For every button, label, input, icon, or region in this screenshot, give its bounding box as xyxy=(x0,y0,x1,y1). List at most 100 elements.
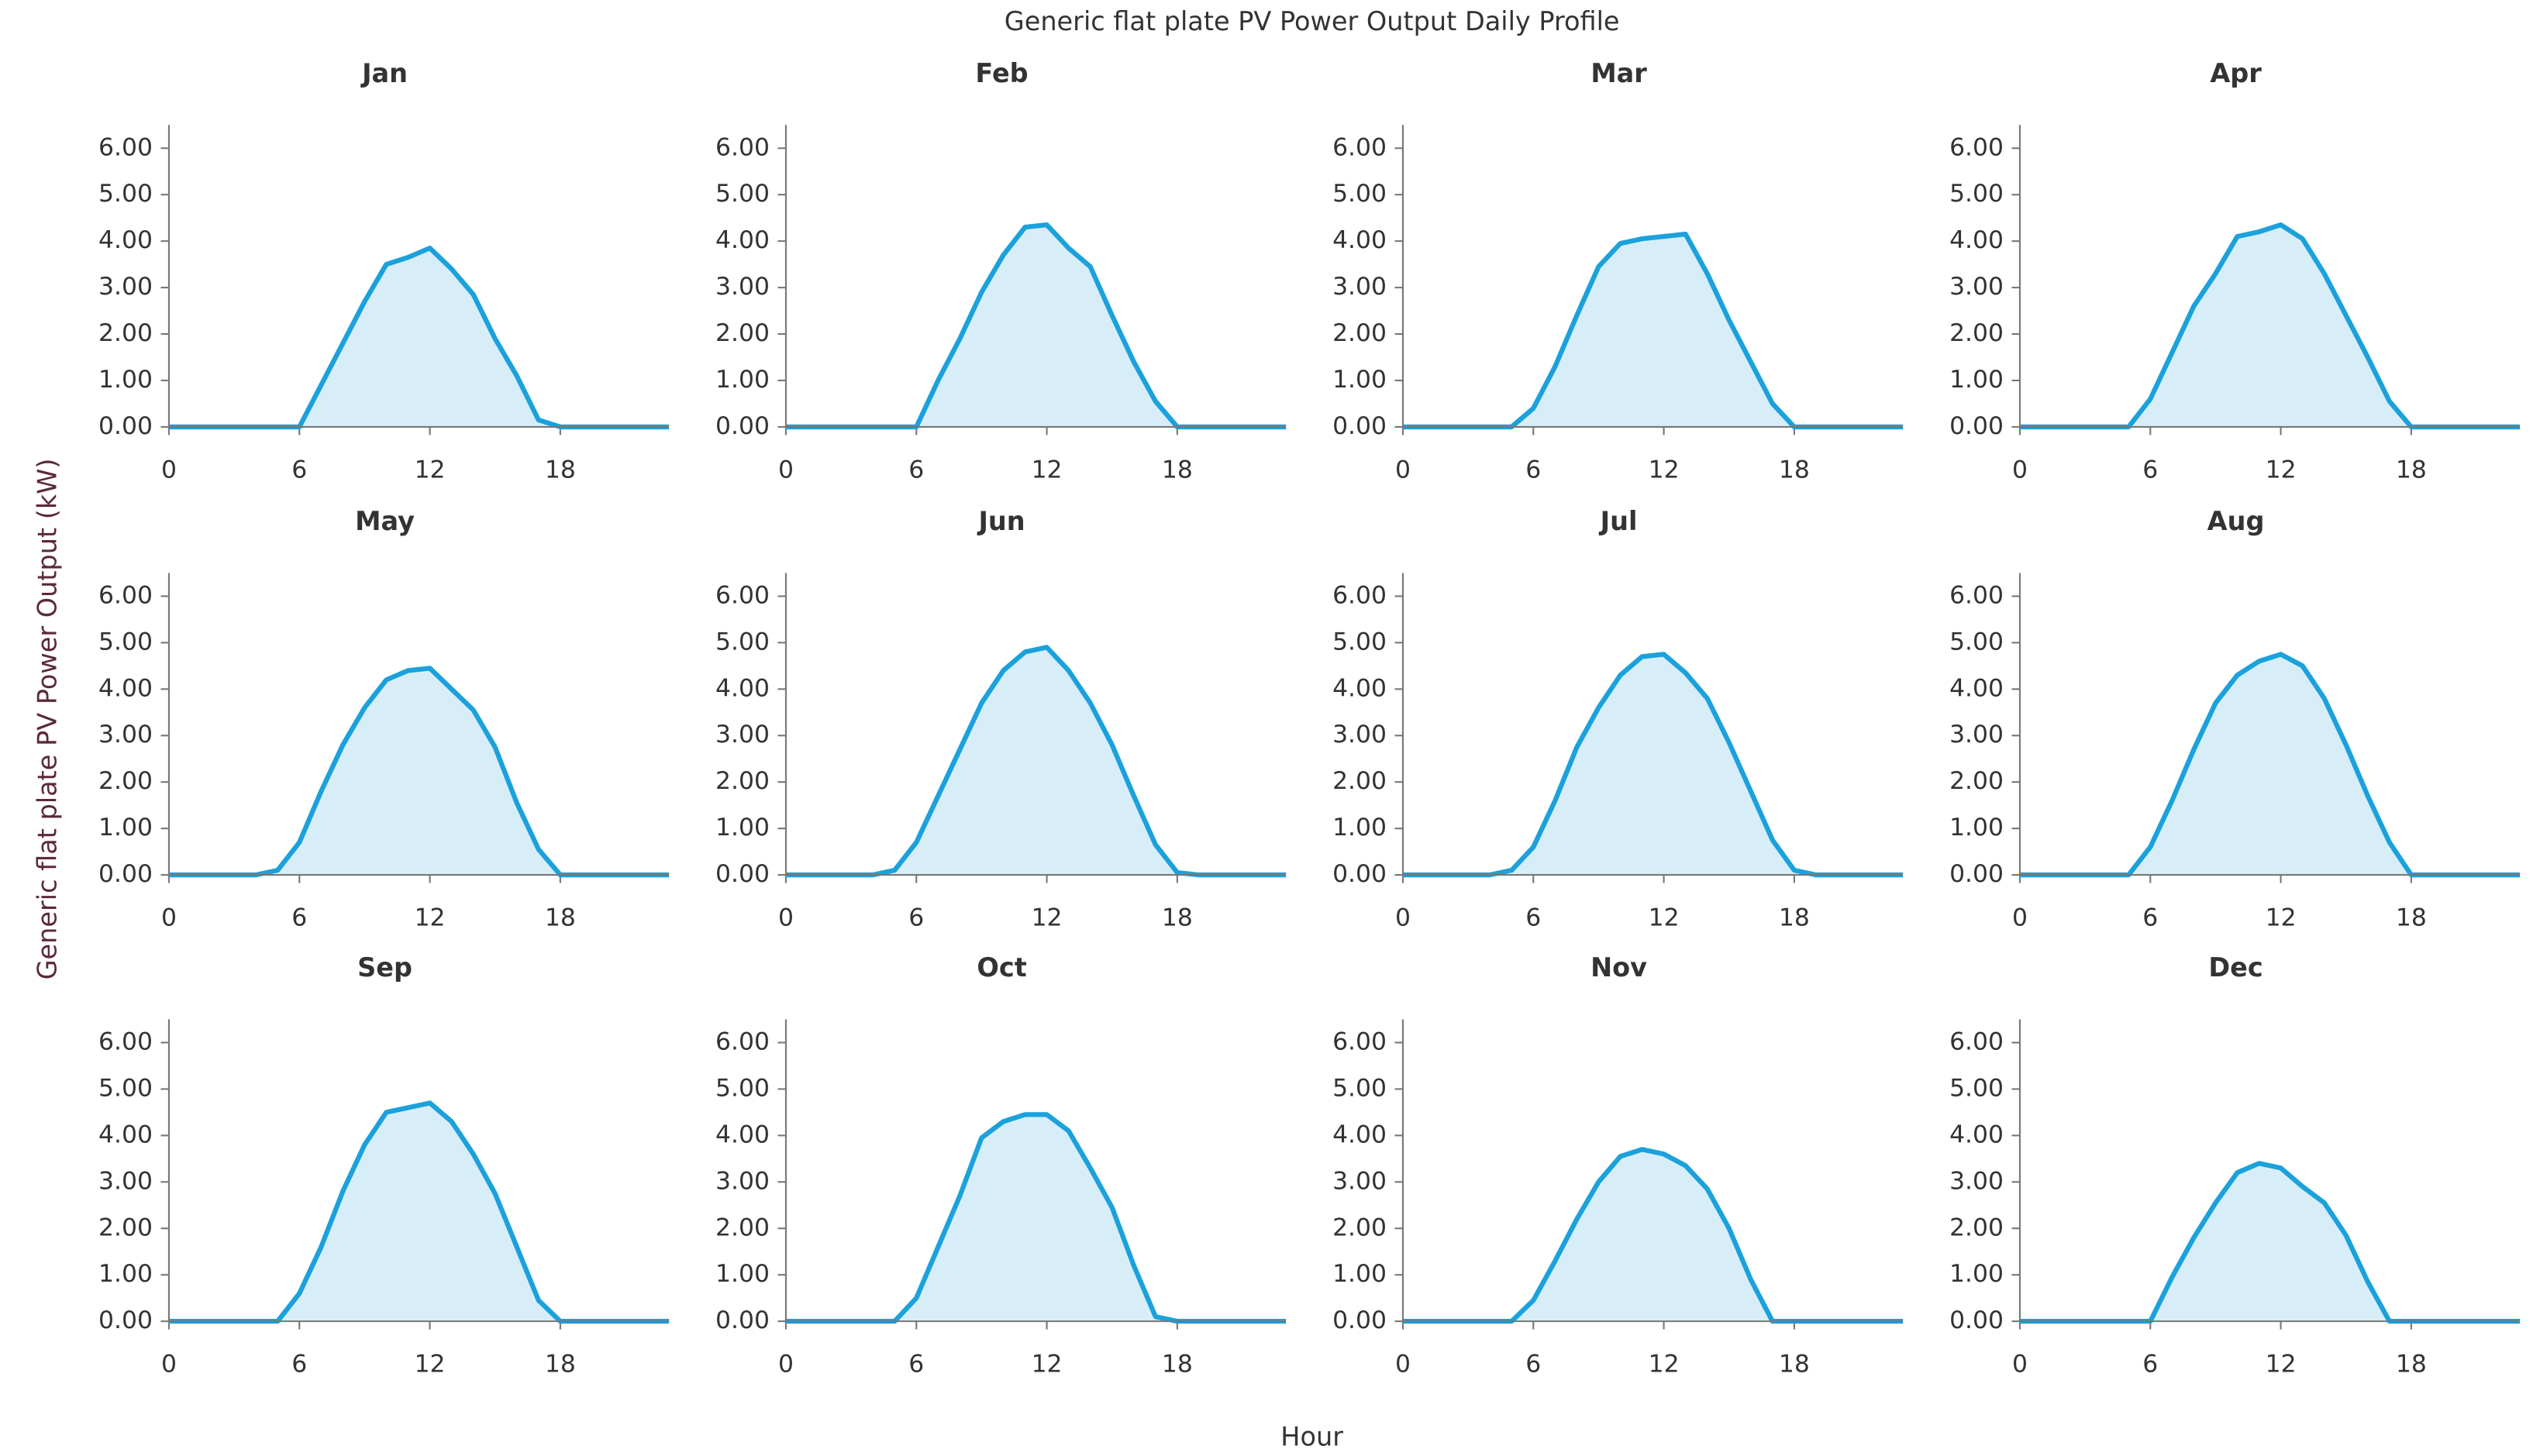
y-tick-label: 3.00 xyxy=(1332,721,1387,749)
x-tick-label: 18 xyxy=(545,456,576,484)
subplot-title: May xyxy=(355,506,415,536)
y-tick-label: 0.00 xyxy=(98,412,153,440)
chart-title: Generic flat plate PV Power Output Daily… xyxy=(1005,6,1620,36)
y-tick-label: 2.00 xyxy=(1332,1213,1387,1241)
y-tick-label: 5.00 xyxy=(715,180,770,208)
area-fill xyxy=(168,668,670,876)
y-tick-label: 4.00 xyxy=(1332,1120,1387,1148)
x-tick-label: 12 xyxy=(2266,904,2297,932)
area-fill xyxy=(2019,225,2521,427)
area-fill xyxy=(785,1114,1287,1322)
y-tick-label: 2.00 xyxy=(98,767,153,795)
y-tick-label: 1.00 xyxy=(1332,366,1387,394)
area-fill xyxy=(1402,234,1904,427)
x-tick-label: 6 xyxy=(908,1351,924,1379)
subplot-title: Oct xyxy=(977,952,1026,983)
area-fill xyxy=(1402,654,1904,876)
x-tick-label: 6 xyxy=(1525,1351,1541,1379)
y-tick-label: 6.00 xyxy=(715,1027,770,1055)
y-tick-label: 5.00 xyxy=(1949,180,2004,208)
y-tick-label: 2.00 xyxy=(1949,319,2004,347)
y-tick-label: 1.00 xyxy=(1332,814,1387,842)
y-tick-label: 4.00 xyxy=(98,1120,153,1148)
y-tick-label: 2.00 xyxy=(1332,319,1387,347)
x-tick-label: 12 xyxy=(2266,456,2297,484)
y-tick-label: 0.00 xyxy=(1949,1306,2004,1334)
x-tick-label: 6 xyxy=(291,456,307,484)
y-tick-label: 6.00 xyxy=(1949,133,2004,161)
y-tick-label: 0.00 xyxy=(715,1306,770,1334)
x-tick-label: 12 xyxy=(415,904,446,932)
y-tick-label: 2.00 xyxy=(715,767,770,795)
x-tick-label: 6 xyxy=(2142,904,2158,932)
y-axis-label: Generic flat plate PV Power Output (kW) xyxy=(32,459,62,980)
y-tick-label: 5.00 xyxy=(98,628,153,656)
x-tick-label: 0 xyxy=(778,456,794,484)
subplot-title: Dec xyxy=(2208,952,2262,983)
y-tick-label: 6.00 xyxy=(1949,581,2004,609)
y-tick-label: 6.00 xyxy=(1332,133,1387,161)
y-tick-label: 2.00 xyxy=(715,1213,770,1241)
y-tick-label: 6.00 xyxy=(1949,1027,2004,1055)
x-tick-label: 12 xyxy=(1032,904,1063,932)
y-tick-label: 3.00 xyxy=(715,273,770,301)
y-tick-label: 5.00 xyxy=(1949,628,2004,656)
x-tick-label: 12 xyxy=(415,1351,446,1379)
x-tick-label: 0 xyxy=(1395,904,1411,932)
area-fill xyxy=(2019,654,2521,876)
y-tick-label: 1.00 xyxy=(98,1260,153,1288)
y-tick-label: 0.00 xyxy=(1332,860,1387,888)
y-tick-label: 6.00 xyxy=(715,581,770,609)
y-tick-label: 5.00 xyxy=(98,180,153,208)
x-tick-label: 18 xyxy=(1162,904,1193,932)
x-tick-label: 18 xyxy=(1779,456,1810,484)
y-tick-label: 0.00 xyxy=(98,860,153,888)
y-tick-label: 2.00 xyxy=(715,319,770,347)
y-tick-label: 3.00 xyxy=(98,721,153,749)
y-tick-label: 1.00 xyxy=(98,366,153,394)
subplot-title: Sep xyxy=(357,952,412,983)
subplot-title: Feb xyxy=(975,58,1028,88)
y-tick-label: 4.00 xyxy=(715,1120,770,1148)
y-tick-label: 5.00 xyxy=(1332,1074,1387,1102)
y-tick-label: 0.00 xyxy=(1332,412,1387,440)
subplot-title: Apr xyxy=(2210,58,2262,88)
x-tick-label: 18 xyxy=(2396,456,2427,484)
y-tick-label: 0.00 xyxy=(1949,412,2004,440)
y-tick-label: 5.00 xyxy=(1332,628,1387,656)
x-tick-label: 18 xyxy=(1162,1351,1193,1379)
x-tick-label: 12 xyxy=(1649,456,1680,484)
y-tick-label: 5.00 xyxy=(98,1074,153,1102)
y-tick-label: 1.00 xyxy=(1949,366,2004,394)
x-tick-label: 6 xyxy=(2142,456,2158,484)
x-tick-label: 18 xyxy=(545,904,576,932)
y-tick-label: 0.00 xyxy=(1949,860,2004,888)
subplot-title: Nov xyxy=(1590,952,1647,983)
y-tick-label: 1.00 xyxy=(1332,1260,1387,1288)
x-tick-label: 6 xyxy=(1525,904,1541,932)
x-axis-label: Hour xyxy=(1280,1421,1343,1451)
y-tick-label: 2.00 xyxy=(98,1213,153,1241)
x-tick-label: 12 xyxy=(1032,1351,1063,1379)
y-tick-label: 2.00 xyxy=(98,319,153,347)
area-fill xyxy=(168,248,670,427)
y-tick-label: 2.00 xyxy=(1949,1213,2004,1241)
subplot-title: Jan xyxy=(360,58,408,88)
x-tick-label: 0 xyxy=(778,1351,794,1379)
subplot-title: Jul xyxy=(1599,506,1638,536)
y-tick-label: 1.00 xyxy=(715,1260,770,1288)
area-fill xyxy=(168,1103,670,1322)
y-tick-label: 0.00 xyxy=(715,860,770,888)
x-tick-label: 18 xyxy=(2396,1351,2427,1379)
y-tick-label: 6.00 xyxy=(98,133,153,161)
y-tick-label: 6.00 xyxy=(1332,1027,1387,1055)
y-tick-label: 0.00 xyxy=(98,1306,153,1334)
x-tick-label: 6 xyxy=(908,456,924,484)
y-tick-label: 1.00 xyxy=(1949,814,2004,842)
x-tick-label: 12 xyxy=(1032,456,1063,484)
y-tick-label: 3.00 xyxy=(1949,273,2004,301)
y-tick-label: 4.00 xyxy=(1949,1120,2004,1148)
x-tick-label: 18 xyxy=(2396,904,2427,932)
